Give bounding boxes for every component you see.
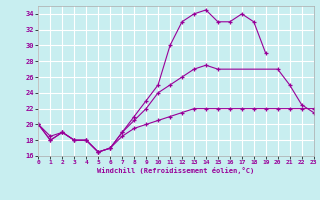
- X-axis label: Windchill (Refroidissement éolien,°C): Windchill (Refroidissement éolien,°C): [97, 167, 255, 174]
